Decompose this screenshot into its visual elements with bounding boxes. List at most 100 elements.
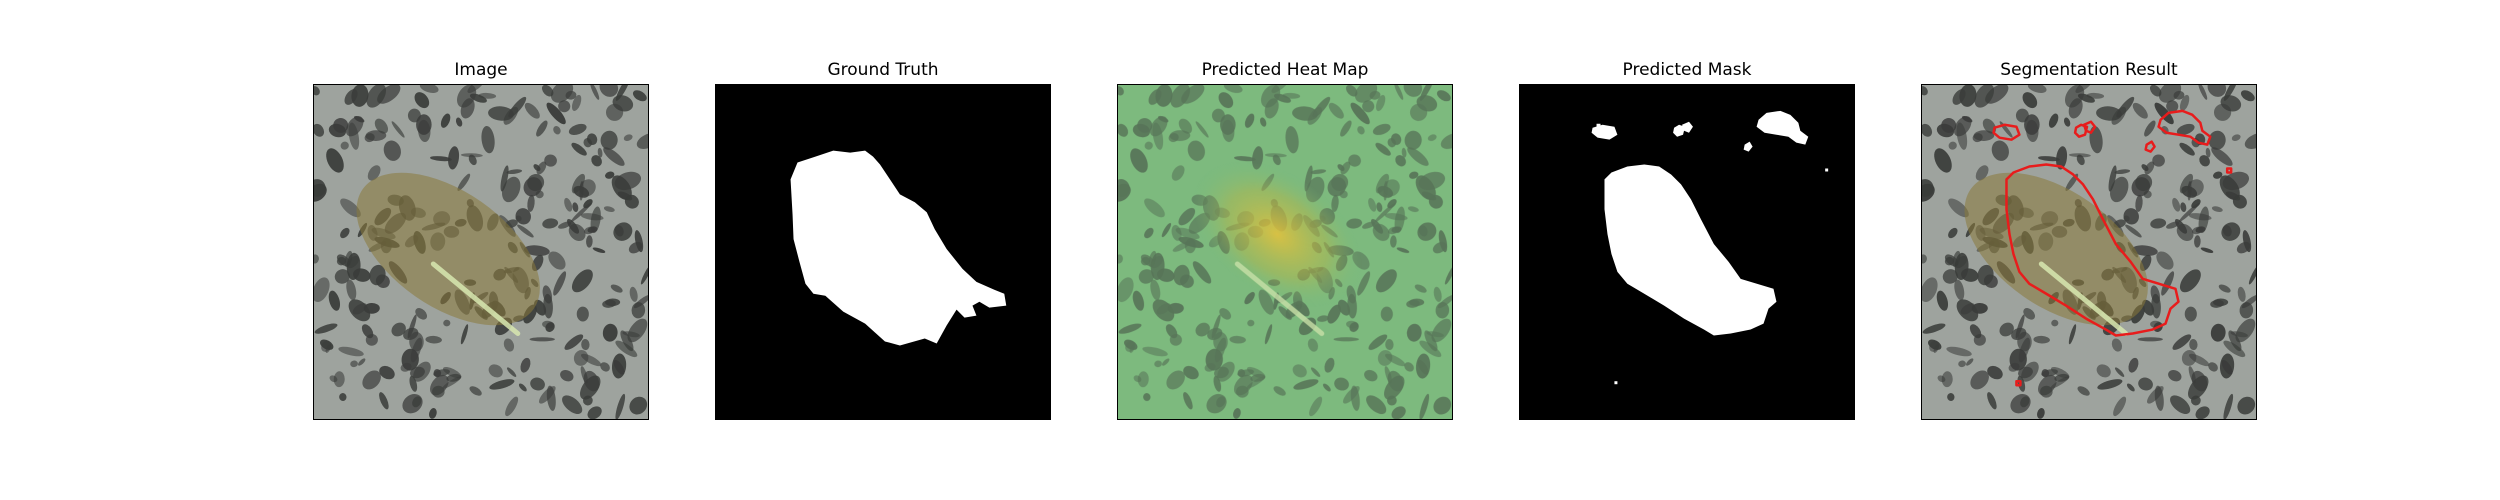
panel-heat-map [1117, 84, 1453, 420]
texture-spot [1130, 148, 1148, 173]
texture-spot [2138, 377, 2153, 391]
texture-spot [1144, 227, 1154, 239]
texture-spot [1946, 346, 1972, 357]
texture-spot [1987, 365, 2003, 380]
texture-spot [2068, 324, 2077, 345]
texture-spot [328, 290, 341, 311]
heat-hotspot [1192, 161, 1362, 308]
texture-spot [1419, 85, 1434, 101]
texture-spot [1403, 85, 1423, 97]
texture-spot [350, 360, 358, 368]
texture-spot [1237, 369, 1254, 377]
texture-spot [333, 371, 345, 388]
texture-spot [2168, 369, 2182, 382]
texture-spot [2033, 335, 2050, 344]
texture-spot [1214, 337, 1227, 363]
texture-spot [590, 85, 600, 100]
heat-map-image [1118, 85, 1452, 419]
texture-spot [1948, 198, 1969, 218]
texture-spot [2113, 396, 2127, 417]
texture-spot [1292, 364, 1307, 378]
texture-spot [2051, 319, 2059, 327]
texture-spot [1431, 318, 1452, 343]
panel-ground-truth [715, 84, 1051, 420]
texture-spot [1960, 303, 1975, 315]
texture-spot [1132, 123, 1151, 138]
texture-spot [2184, 306, 2197, 322]
texture-spot [1195, 322, 1210, 337]
texture-spot [1264, 324, 1273, 345]
texture-spot [600, 362, 610, 372]
texture-spot [365, 130, 387, 141]
texture-spot [523, 304, 537, 324]
texture-spot [506, 367, 517, 377]
texture-spot [2228, 330, 2242, 352]
texture-spot [1342, 386, 1360, 404]
texture-spot [1118, 277, 1134, 303]
texture-spot [1167, 302, 1184, 314]
texture-spot [2022, 92, 2038, 109]
panel-title-predicted-mask: Predicted Mask [1622, 60, 1752, 80]
texture-spot [603, 147, 625, 166]
texture-spot [1922, 323, 1946, 334]
texture-spot [2056, 146, 2068, 170]
texture-spot [481, 126, 495, 154]
texture-spot [1259, 117, 1267, 127]
texture-spot [1172, 241, 1191, 252]
texture-spot [524, 102, 540, 119]
texture-spot [1234, 374, 1253, 396]
contour-main [2005, 163, 2180, 337]
texture-spot [2170, 395, 2191, 415]
object-stalk [430, 261, 521, 336]
texture-spot [1220, 114, 1236, 135]
texture-spot [1346, 218, 1363, 229]
texture-spot [2089, 126, 2103, 154]
texture-spot [391, 322, 406, 337]
texture-spot [505, 396, 519, 417]
texture-spot [1195, 121, 1209, 138]
texture-spot [2096, 106, 2122, 121]
texture-spot [1125, 340, 1136, 352]
texture-spot [1958, 360, 1966, 368]
texture-spot [529, 337, 555, 342]
texture-spot [628, 241, 643, 254]
texture-spot [2154, 102, 2174, 125]
texture-spot [2063, 117, 2071, 127]
texture-spot [1307, 338, 1319, 352]
texture-spot [429, 408, 437, 419]
texture-spot [602, 323, 618, 342]
texture-spot [1162, 358, 1170, 366]
texture-spot [2116, 96, 2135, 118]
texture-spot [2126, 383, 2135, 392]
texture-spot [361, 324, 374, 339]
texture-spot [1384, 366, 1392, 384]
texture-spot [2188, 375, 2209, 400]
texture-spot [1999, 322, 2014, 337]
texture-spot [2240, 90, 2255, 102]
texture-spot [2068, 98, 2083, 119]
texture-spot [533, 164, 541, 172]
panel-title-segmentation-result: Segmentation Result [2000, 60, 2178, 80]
texture-spot [517, 224, 534, 238]
texture-spot [1407, 147, 1429, 166]
texture-spot [1433, 396, 1452, 415]
texture-spot [592, 247, 606, 253]
texture-spot [1324, 357, 1335, 373]
texture-spot [2172, 334, 2192, 350]
texture-spot [1258, 289, 1275, 315]
texture-spot [1175, 227, 1200, 240]
texture-spot [2020, 396, 2030, 408]
texture-spot [1233, 408, 1241, 419]
texture-spot [1133, 375, 1142, 383]
texture-spot [340, 141, 349, 150]
texture-spot [1948, 141, 1957, 150]
texture-spot [1222, 119, 1235, 143]
texture-spot [1340, 120, 1352, 137]
texture-spot [325, 344, 331, 353]
texture-spot [535, 190, 544, 199]
texture-spot [383, 140, 401, 161]
texture-spot [615, 340, 638, 358]
texture-spot [351, 85, 369, 107]
texture-spot [1214, 366, 1229, 379]
texture-spot [1922, 86, 1928, 96]
